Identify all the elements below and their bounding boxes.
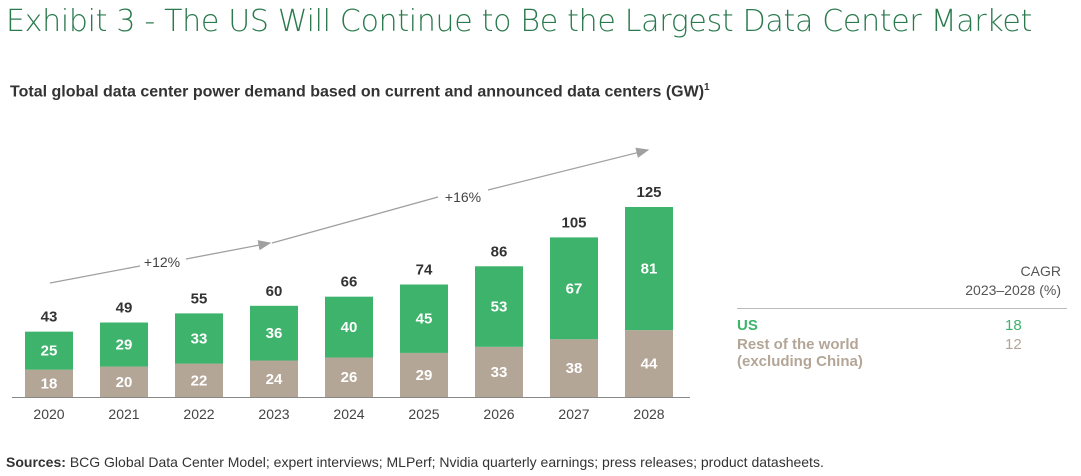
sources-label: Sources: xyxy=(6,454,66,470)
label-us-2026: 53 xyxy=(491,299,508,316)
footnote-marker: 1 xyxy=(704,82,710,93)
label-row-2022: 22 xyxy=(191,372,208,389)
legend-header-2: 2023–2028 (%) xyxy=(965,282,1061,298)
cagr-label-16: +16% xyxy=(445,189,481,205)
label-row-2021: 20 xyxy=(116,374,133,391)
label-us-2020: 25 xyxy=(41,343,58,360)
label-total-2026: 86 xyxy=(491,243,508,260)
legend-label-row: Rest of the world (excluding China) xyxy=(737,336,863,370)
label-us-2021: 29 xyxy=(116,337,133,354)
legend-divider xyxy=(737,308,1067,309)
label-row-2023: 24 xyxy=(266,371,283,388)
x-tick-2021: 2021 xyxy=(108,406,139,422)
page-title: Exhibit 3 - The US Will Continue to Be t… xyxy=(6,4,1033,39)
x-tick-2023: 2023 xyxy=(258,406,289,422)
label-total-2021: 49 xyxy=(116,300,133,317)
label-us-2027: 67 xyxy=(566,280,583,297)
bar-row-2027 xyxy=(550,339,598,397)
legend-value-us: 18 xyxy=(1005,317,1022,334)
legend-label-row-2: (excluding China) xyxy=(737,353,863,370)
bar-us-2025 xyxy=(400,284,448,353)
bar-row-2026 xyxy=(475,346,523,397)
x-tick-2027: 2027 xyxy=(558,406,589,422)
bar-row-2021 xyxy=(100,366,148,397)
legend-row-row: Rest of the world (excluding China) 12 xyxy=(737,336,1067,370)
subtitle-text: Total global data center power demand ba… xyxy=(10,83,705,101)
bar-row-2020 xyxy=(25,369,73,397)
bar-us-2022 xyxy=(175,313,223,364)
cagr-arrow-2023-2028 xyxy=(271,150,648,244)
bar-row-2025 xyxy=(400,352,448,397)
bar-us-2023 xyxy=(250,305,298,361)
cagr-label-12: +12% xyxy=(144,254,180,270)
label-row-2027: 38 xyxy=(566,360,583,377)
bar-us-2026 xyxy=(475,266,523,347)
label-total-2022: 55 xyxy=(191,290,208,307)
label-us-2024: 40 xyxy=(341,319,358,336)
label-total-2028: 125 xyxy=(636,184,661,201)
bar-us-2020 xyxy=(25,331,73,370)
bar-row-2023 xyxy=(250,360,298,397)
bar-row-2022 xyxy=(175,363,223,397)
x-tick-2024: 2024 xyxy=(333,406,364,422)
bar-us-2028 xyxy=(625,207,673,331)
legend-header-1: CAGR xyxy=(1020,263,1061,279)
x-tick-2025: 2025 xyxy=(408,406,439,422)
bar-us-2024 xyxy=(325,296,373,358)
label-us-2028: 81 xyxy=(641,261,658,278)
label-row-2028: 44 xyxy=(641,356,658,373)
label-row-2020: 18 xyxy=(41,375,58,392)
sources-note: Sources: BCG Global Data Center Model; e… xyxy=(6,454,824,470)
x-tick-2026: 2026 xyxy=(483,406,514,422)
label-total-2023: 60 xyxy=(266,283,283,300)
bar-us-2027 xyxy=(550,237,598,340)
sources-text: BCG Global Data Center Model; expert int… xyxy=(69,454,824,470)
x-tick-2028: 2028 xyxy=(633,406,664,422)
label-us-2025: 45 xyxy=(416,311,433,328)
label-row-2025: 29 xyxy=(416,367,433,384)
legend-label-row-1: Rest of the world xyxy=(737,336,859,353)
label-us-2023: 36 xyxy=(266,325,283,342)
cagr-legend: CAGR 2023–2028 (%) US 18 Rest of the wor… xyxy=(737,262,1067,370)
chart-subtitle: Total global data center power demand ba… xyxy=(10,82,710,101)
label-row-2024: 26 xyxy=(341,369,358,386)
x-tick-2022: 2022 xyxy=(183,406,214,422)
label-row-2026: 33 xyxy=(491,364,508,381)
legend-row-us: US 18 xyxy=(737,317,1067,334)
label-us-2022: 33 xyxy=(191,330,208,347)
label-total-2024: 66 xyxy=(341,274,358,291)
label-total-2027: 105 xyxy=(561,214,586,231)
bar-us-2021 xyxy=(100,322,148,367)
legend-label-us: US xyxy=(737,317,758,334)
label-total-2025: 74 xyxy=(416,262,433,279)
x-tick-2020: 2020 xyxy=(33,406,64,422)
bar-row-2024 xyxy=(325,357,373,397)
cagr-arrow-2020-2023 xyxy=(49,243,270,284)
legend-value-row: 12 xyxy=(1005,336,1022,353)
bar-row-2028 xyxy=(625,330,673,397)
label-total-2020: 43 xyxy=(41,309,58,326)
